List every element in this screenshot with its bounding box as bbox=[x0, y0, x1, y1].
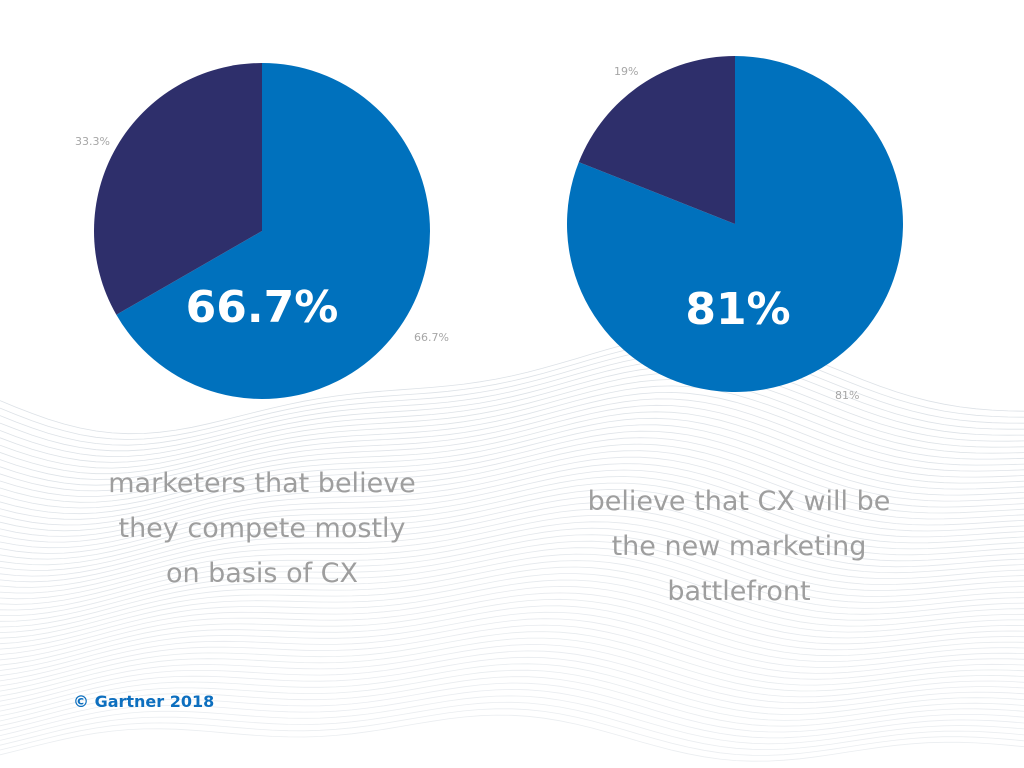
pie-center-value: 66.7% bbox=[185, 282, 339, 333]
slice-label-secondary: 19% bbox=[614, 65, 639, 78]
caption-right: believe that CX will be the new marketin… bbox=[539, 479, 939, 614]
caption-line: the new marketing bbox=[611, 531, 867, 562]
caption-line: marketers that believe bbox=[108, 468, 416, 499]
caption-left: marketers that believe they compete most… bbox=[62, 461, 462, 596]
caption-line: on basis of CX bbox=[165, 558, 359, 589]
slice-label-primary: 81% bbox=[835, 389, 860, 402]
pie-slice bbox=[578, 56, 735, 224]
source-credit: © Gartner 2018 bbox=[73, 692, 215, 711]
caption-line: they compete mostly bbox=[118, 513, 406, 544]
pie-chart-cx-battlefront bbox=[566, 56, 903, 393]
pie-center-value: 81% bbox=[685, 284, 791, 335]
pie-chart-cx-competition bbox=[93, 63, 430, 400]
caption-line: battlefront bbox=[667, 576, 811, 607]
caption-line: believe that CX will be bbox=[587, 486, 891, 517]
wave-lines bbox=[0, 333, 1024, 762]
pie-slice bbox=[93, 63, 262, 315]
pie-slice bbox=[566, 56, 903, 393]
slice-label-secondary: 33.3% bbox=[75, 135, 110, 148]
pie-slice bbox=[116, 63, 430, 400]
slice-label-primary: 66.7% bbox=[414, 331, 449, 344]
